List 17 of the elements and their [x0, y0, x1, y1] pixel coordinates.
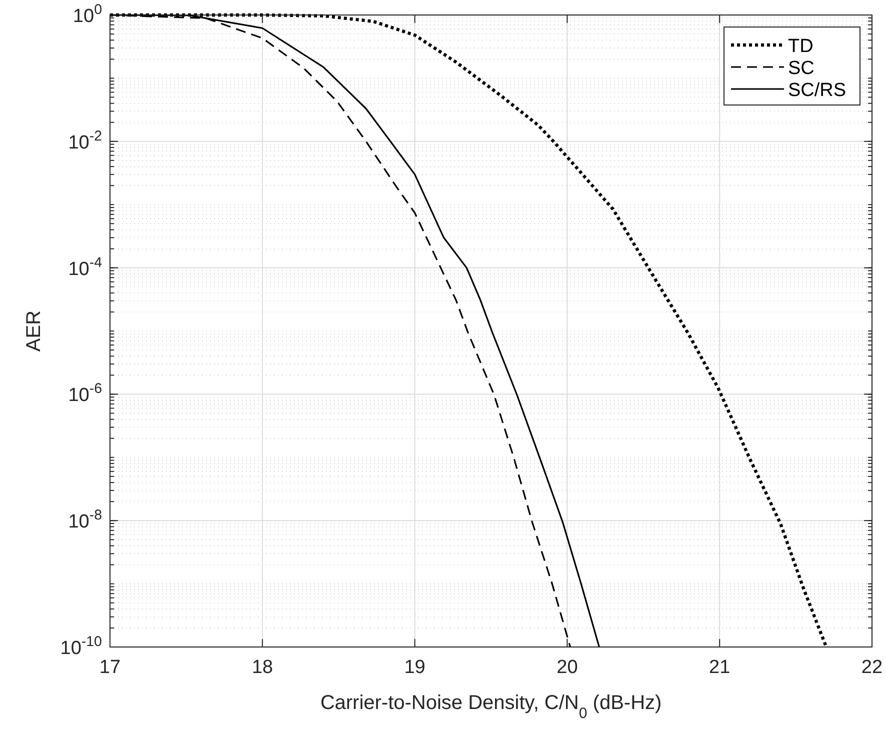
legend-label: SC/RS	[788, 80, 846, 101]
y-tick-label: 10$^{0}$	[72, 2, 102, 27]
y-tick-label: 10$^{-2}$	[68, 128, 102, 154]
x-tick-label: 21	[709, 657, 730, 678]
y-tick-label: 10$^{-10}$	[60, 634, 102, 659]
y-tick-label: 10$^{-6}$	[68, 381, 102, 406]
y-tick-label: 10$^{-8}$	[68, 508, 102, 533]
x-tick-label: 18	[252, 657, 273, 678]
legend-label: SC	[788, 58, 814, 79]
y-tick-label: 10$^{-4}$	[68, 254, 102, 280]
legend-label: TD	[788, 36, 814, 57]
x-tick-label: 22	[861, 657, 883, 678]
x-tick-label: 20	[556, 657, 578, 678]
x-tick-label: 17	[99, 657, 121, 678]
x-axis-title: Carrier-to-Noise Density, C/N$_{0}$ (dB-Hz)	[320, 692, 662, 722]
x-tick-label: 19	[404, 657, 426, 678]
y-axis-title: AER	[23, 310, 45, 352]
